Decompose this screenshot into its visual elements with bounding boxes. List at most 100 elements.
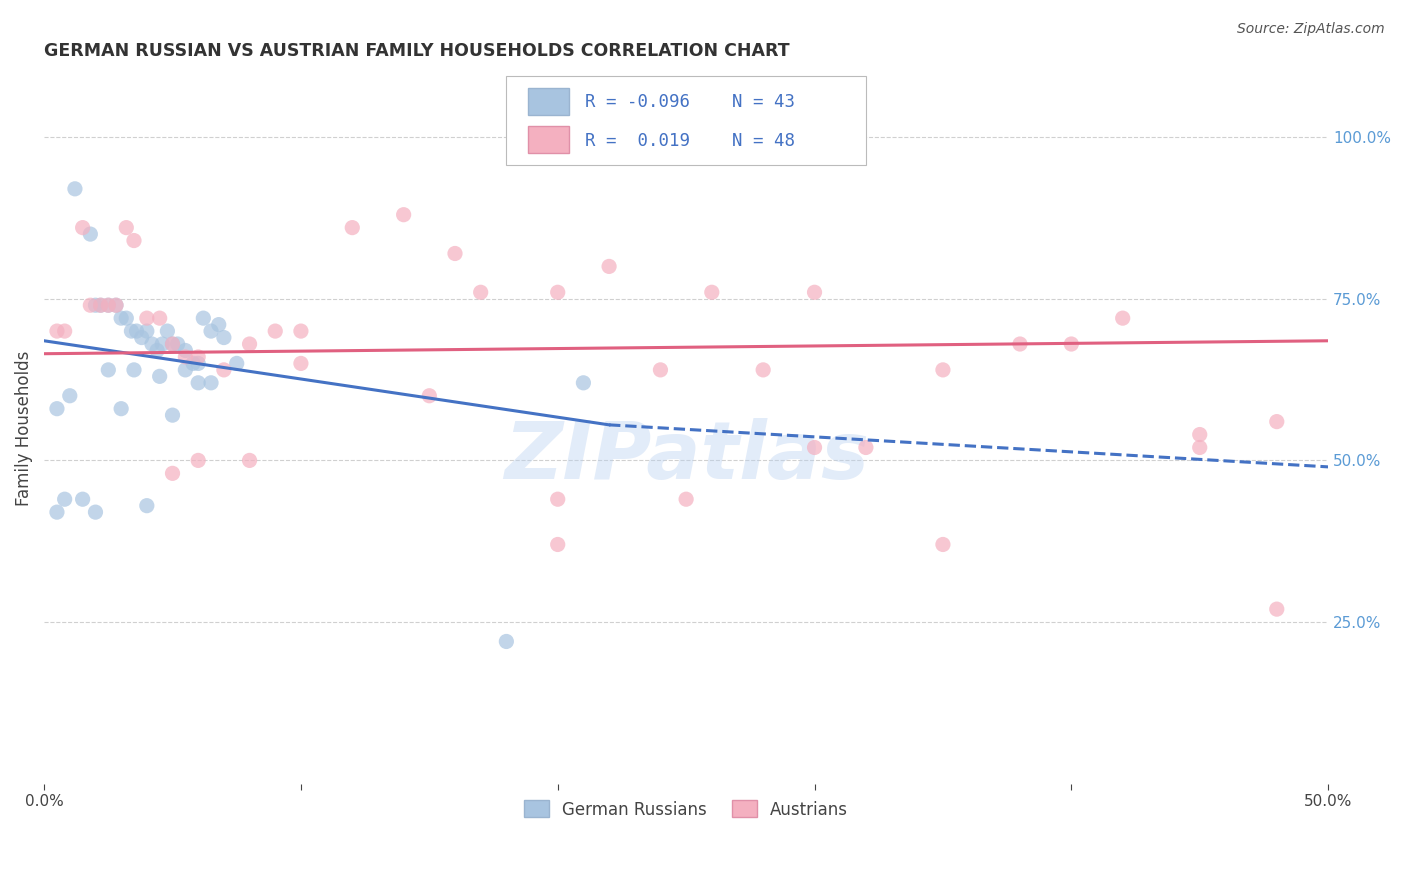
Point — [208, 318, 231, 332]
Point — [238, 337, 260, 351]
Point — [97, 298, 120, 312]
Point — [162, 337, 184, 351]
Point — [225, 356, 247, 370]
Point — [120, 324, 142, 338]
Point — [187, 376, 209, 390]
Point — [97, 298, 120, 312]
Point — [135, 499, 157, 513]
Point — [290, 324, 312, 338]
Point — [174, 343, 197, 358]
Point — [803, 285, 825, 300]
Text: R = -0.096: R = -0.096 — [585, 94, 690, 112]
Point — [1008, 337, 1031, 351]
Point — [700, 285, 723, 300]
Point — [53, 492, 76, 507]
Point — [932, 363, 955, 377]
Point — [264, 324, 287, 338]
Point — [418, 389, 440, 403]
Point — [97, 363, 120, 377]
Point — [200, 376, 222, 390]
Point — [1060, 337, 1083, 351]
Bar — [529, 87, 569, 115]
Point — [166, 337, 188, 351]
Text: R =  0.019: R = 0.019 — [585, 132, 690, 150]
Point — [495, 634, 517, 648]
Point — [187, 453, 209, 467]
Point — [932, 537, 955, 551]
Point — [149, 369, 172, 384]
Point — [84, 298, 107, 312]
Point — [1265, 602, 1288, 616]
Point — [392, 208, 415, 222]
Point — [675, 492, 697, 507]
Point — [141, 337, 163, 351]
Point — [135, 311, 157, 326]
Point — [342, 220, 364, 235]
Point — [547, 537, 569, 551]
Point — [598, 260, 620, 274]
Point — [122, 234, 145, 248]
Point — [53, 324, 76, 338]
Point — [855, 441, 877, 455]
Point — [46, 505, 69, 519]
FancyBboxPatch shape — [506, 76, 866, 165]
Point — [79, 298, 101, 312]
Point — [547, 285, 569, 300]
Point — [115, 311, 138, 326]
Point — [547, 492, 569, 507]
Point — [72, 220, 94, 235]
Bar — [529, 126, 569, 153]
Point — [125, 324, 148, 338]
Point — [470, 285, 492, 300]
Point — [174, 350, 197, 364]
Point — [212, 363, 235, 377]
Point — [290, 356, 312, 370]
Point — [110, 311, 132, 326]
Point — [131, 330, 153, 344]
Point — [444, 246, 467, 260]
Point — [72, 492, 94, 507]
Point — [803, 441, 825, 455]
Text: N = 43: N = 43 — [733, 94, 796, 112]
Point — [105, 298, 128, 312]
Point — [84, 505, 107, 519]
Point — [1265, 415, 1288, 429]
Point — [156, 324, 179, 338]
Point — [105, 298, 128, 312]
Point — [212, 330, 235, 344]
Point — [187, 356, 209, 370]
Point — [752, 363, 775, 377]
Point — [1188, 441, 1211, 455]
Point — [752, 111, 775, 125]
Point — [1188, 427, 1211, 442]
Point — [59, 389, 82, 403]
Text: Source: ZipAtlas.com: Source: ZipAtlas.com — [1237, 22, 1385, 37]
Point — [90, 298, 112, 312]
Point — [162, 467, 184, 481]
Point — [110, 401, 132, 416]
Point — [200, 324, 222, 338]
Point — [146, 343, 169, 358]
Point — [46, 401, 69, 416]
Point — [1112, 311, 1135, 326]
Point — [149, 311, 172, 326]
Legend: German Russians, Austrians: German Russians, Austrians — [517, 794, 855, 825]
Point — [122, 363, 145, 377]
Text: ZIPatlas: ZIPatlas — [503, 417, 869, 496]
Point — [174, 363, 197, 377]
Point — [572, 376, 595, 390]
Point — [63, 182, 86, 196]
Point — [46, 324, 69, 338]
Point — [115, 220, 138, 235]
Point — [187, 350, 209, 364]
Point — [162, 337, 184, 351]
Text: GERMAN RUSSIAN VS AUSTRIAN FAMILY HOUSEHOLDS CORRELATION CHART: GERMAN RUSSIAN VS AUSTRIAN FAMILY HOUSEH… — [44, 42, 790, 60]
Text: N = 48: N = 48 — [733, 132, 796, 150]
Point — [650, 363, 672, 377]
Point — [181, 356, 204, 370]
Point — [90, 298, 112, 312]
Point — [79, 227, 101, 241]
Y-axis label: Family Households: Family Households — [15, 351, 32, 506]
Point — [162, 408, 184, 422]
Point — [150, 337, 173, 351]
